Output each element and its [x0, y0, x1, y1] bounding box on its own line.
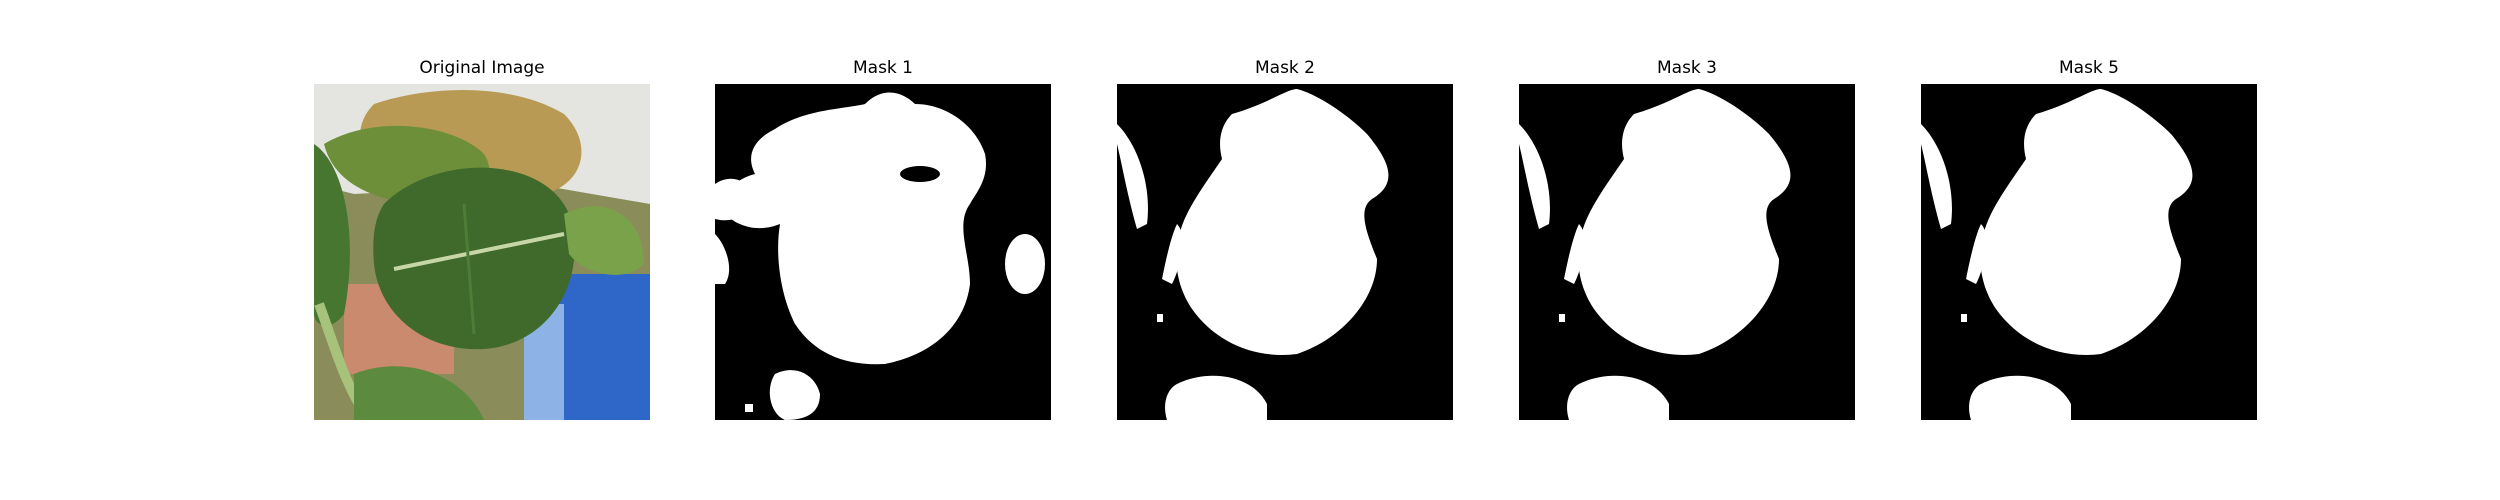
- mask-1-title: Mask 1: [852, 58, 913, 78]
- mask-1-shape: [715, 84, 1051, 420]
- mask-2: [1117, 84, 1453, 420]
- mask-5-title: Mask 5: [2058, 58, 2119, 78]
- mask-2-shape: [1117, 84, 1453, 420]
- mask-3-shape: [1519, 84, 1855, 420]
- mask-5-shape: [1921, 84, 2257, 420]
- mask-1: [715, 84, 1051, 420]
- mask-2-title: Mask 2: [1254, 58, 1315, 78]
- original-image: [314, 84, 650, 420]
- original-image-title: Original Image: [419, 58, 545, 78]
- mask-5: [1921, 84, 2257, 420]
- mask-3-title: Mask 3: [1656, 58, 1717, 78]
- leaf-photo: [314, 84, 650, 420]
- mask-3: [1519, 84, 1855, 420]
